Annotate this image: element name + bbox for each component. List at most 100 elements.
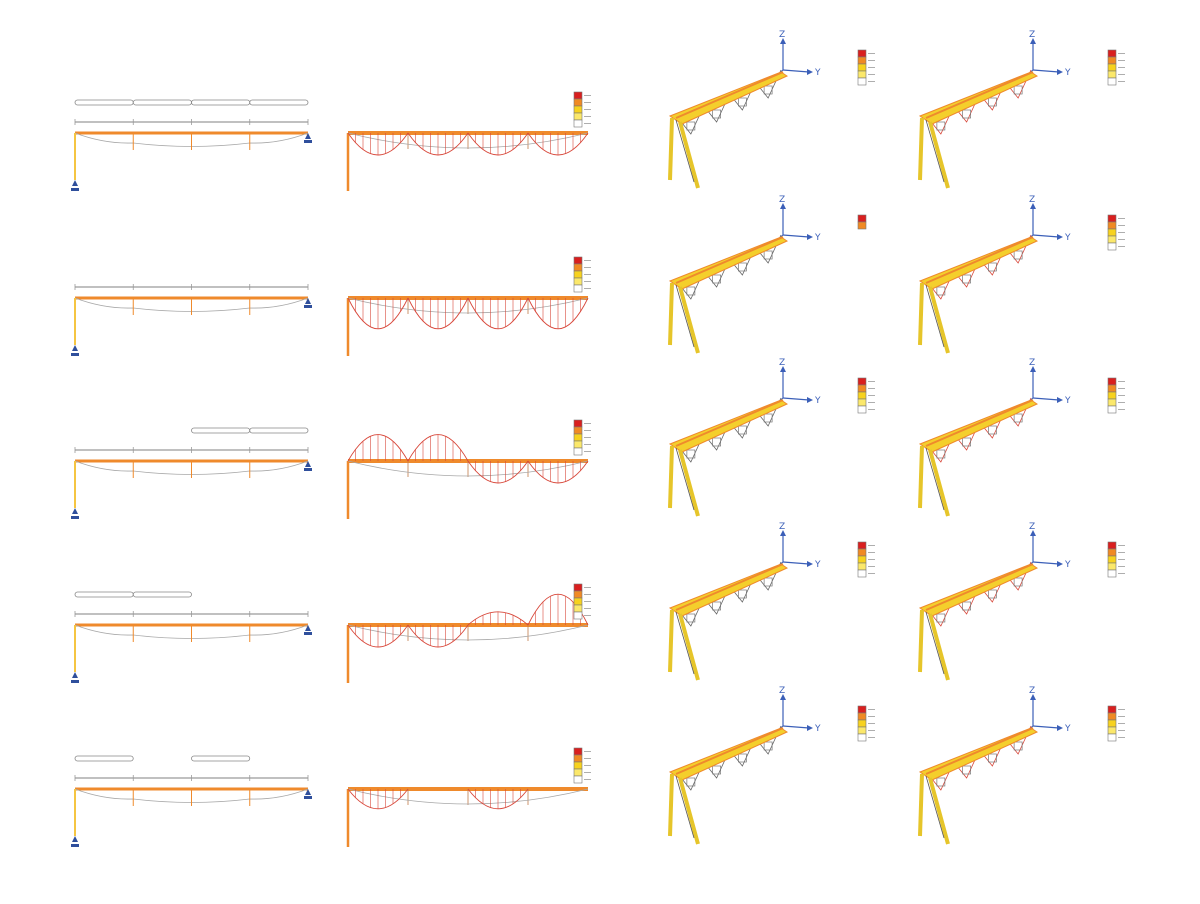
legend-swatch <box>857 712 867 721</box>
deck-plane <box>668 727 789 781</box>
legend-swatch <box>857 726 867 735</box>
y-axis-label: Y <box>1064 396 1071 406</box>
leg <box>678 121 700 189</box>
frame-model-2d <box>71 99 312 191</box>
roller-support <box>305 461 311 467</box>
brace <box>925 611 945 675</box>
leg <box>678 613 700 681</box>
legend-swatch <box>857 405 867 414</box>
z-axis-arrow <box>1030 203 1036 209</box>
truss-node <box>686 449 696 459</box>
z-axis-label: Z <box>1029 522 1035 532</box>
z-axis-arrow <box>1030 694 1036 700</box>
distributed-load-patch <box>191 99 251 106</box>
y-axis-arrow <box>807 234 813 240</box>
internal-force-diagram <box>346 91 591 191</box>
truss-node <box>962 601 971 611</box>
truss-node <box>936 777 946 787</box>
internal-force-diagram <box>346 583 591 683</box>
distributed-load-patch <box>74 99 134 106</box>
truss-node <box>686 777 696 787</box>
z-axis-arrow <box>1030 530 1036 536</box>
y-axis-arrow <box>807 397 813 403</box>
leg <box>928 613 950 681</box>
contour-legend <box>1107 541 1125 578</box>
legend-swatch <box>857 70 867 79</box>
distributed-load-patch <box>249 99 309 106</box>
y-axis-arrow <box>1057 234 1063 240</box>
legend-swatch <box>573 270 583 279</box>
deck-edge-highlight <box>675 399 784 447</box>
brace <box>925 775 945 839</box>
internal-force-diagram <box>346 419 591 519</box>
distributed-load-patch <box>74 591 134 598</box>
truss-node <box>738 262 747 272</box>
legend-swatch <box>857 377 867 386</box>
3d-view-a: ZY <box>668 30 875 189</box>
deck-edge-highlight <box>925 563 1034 611</box>
truss-node <box>712 601 721 611</box>
truss-node <box>686 286 696 296</box>
z-axis-label: Z <box>1029 195 1035 205</box>
legend-swatch <box>857 398 867 407</box>
z-axis-arrow <box>780 366 786 372</box>
contour-legend <box>857 214 867 230</box>
pin-support <box>72 836 78 842</box>
y-axis-arrow <box>807 725 813 731</box>
legend-swatch <box>573 590 583 599</box>
leg <box>918 117 924 181</box>
brace <box>925 119 945 183</box>
y-axis <box>1032 69 1060 73</box>
legend-swatch <box>857 541 867 550</box>
contour-legend <box>857 49 875 86</box>
deck-plane <box>918 71 1039 125</box>
contour-legend <box>857 377 875 414</box>
brace <box>675 284 695 348</box>
frame-model-2d <box>71 427 312 519</box>
3d-view-a: ZY <box>668 358 875 517</box>
support-base <box>304 140 312 143</box>
truss-node <box>763 413 773 423</box>
truss-node <box>936 613 946 623</box>
legend-swatch <box>1107 214 1117 223</box>
z-axis-label: Z <box>1029 358 1035 368</box>
truss-node <box>988 425 997 435</box>
leg <box>928 449 950 517</box>
truss-node <box>712 437 721 447</box>
truss-node <box>1013 413 1023 423</box>
3d-view-a: ZY <box>668 686 875 845</box>
legend-swatch <box>1107 733 1117 742</box>
contour-legend <box>1107 49 1125 86</box>
3d-view-b: ZY <box>918 522 1125 681</box>
y-axis-label: Y <box>1064 68 1071 78</box>
legend-swatch <box>573 583 583 592</box>
contour-legend <box>857 541 875 578</box>
contour-legend <box>1107 377 1125 414</box>
roller-support <box>305 789 311 795</box>
legend-swatch <box>857 555 867 564</box>
legend-swatch <box>573 263 583 272</box>
legend-swatch <box>1107 63 1117 72</box>
support-base <box>71 680 79 683</box>
z-axis-label: Z <box>779 195 785 205</box>
legend-swatch <box>573 597 583 606</box>
brace <box>925 284 945 348</box>
legend-swatch <box>573 447 583 456</box>
support-base <box>304 468 312 471</box>
legend-swatch <box>1107 242 1117 251</box>
truss-node <box>763 250 773 260</box>
truss-node <box>962 765 971 775</box>
3d-view-b: ZY <box>918 358 1125 517</box>
leg <box>918 609 924 673</box>
legend-swatch <box>1107 235 1117 244</box>
roller-support <box>305 625 311 631</box>
truss-node <box>686 121 696 131</box>
roller-support <box>305 298 311 304</box>
y-axis-label: Y <box>814 68 821 78</box>
legend-swatch <box>573 98 583 107</box>
y-axis-label: Y <box>814 233 821 243</box>
legend-swatch <box>1107 719 1117 728</box>
internal-force-diagram <box>346 747 591 847</box>
